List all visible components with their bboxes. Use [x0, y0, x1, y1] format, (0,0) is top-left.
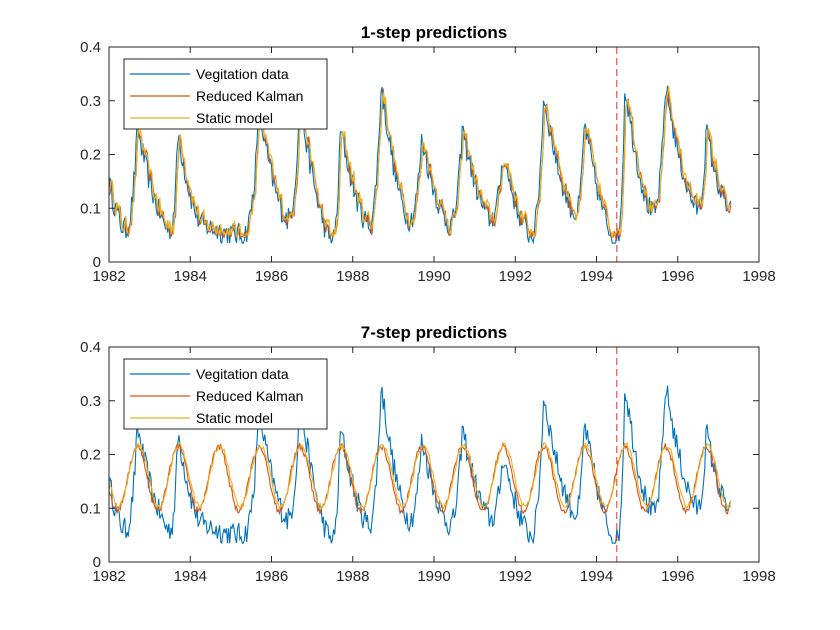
panel-1-x-tick-label: 1998 — [742, 268, 775, 285]
panel-2-title: 7-step predictions — [361, 323, 507, 342]
panel-2-x-tick-label: 1998 — [742, 568, 775, 585]
panel-1-x-tick-label: 1988 — [336, 268, 369, 285]
panel-2-x-tick-label: 1996 — [661, 568, 694, 585]
panel-2-x-tick-label: 1988 — [336, 568, 369, 585]
panel-1-legend: Vegitation data Reduced Kalman Static mo… — [123, 58, 328, 130]
panel-2-legend-label-static: Static model — [196, 410, 273, 426]
panel-2-x-tick-label: 1992 — [499, 568, 532, 585]
panel-1-y-tick-label: 0.4 — [80, 39, 101, 56]
panel-2-x-tick-label: 1982 — [92, 568, 125, 585]
panel-2-y-tick-label: 0.2 — [80, 447, 101, 464]
panel-2-y-tick-label: 0.4 — [80, 339, 101, 356]
panel-2-marks — [108, 347, 732, 562]
panel-2-legend-box — [123, 358, 328, 430]
panel-1-y-tick-label: 0.1 — [80, 200, 101, 217]
panel-2-x-tick-label: 1986 — [255, 568, 288, 585]
panel-1-x-tick-label: 1990 — [417, 268, 450, 285]
panel-2-y-tick-label: 0.3 — [80, 393, 101, 410]
panel-2-legend: Vegitation data Reduced Kalman Static mo… — [123, 358, 328, 430]
panel-1-marks — [108, 47, 732, 262]
panel-1-legend-label-kalman: Reduced Kalman — [196, 88, 303, 104]
panel-2-legend-label-data: Vegitation data — [196, 366, 289, 382]
panel-2-ticks: 1982 1984 1986 1988 1990 1992 1994 1996 1998 0 0.1… — [80, 339, 776, 585]
panel-2-y-tick-label: 0 — [93, 554, 101, 571]
panel-1-y-tick-label: 0.2 — [80, 147, 101, 164]
panel-1: 1-step predictions 1982 1984 1986 1988 1990 1… — [80, 23, 776, 285]
panel-1-x-tick-label: 1992 — [499, 268, 532, 285]
panel-2-legend-label-kalman: Reduced Kalman — [196, 388, 303, 404]
panel-2: 7-step predictions 1982 1984 1986 1988 1990 1… — [80, 323, 776, 585]
panel-1-legend-label-data: Vegitation data — [196, 66, 289, 82]
panel-1-series-vegitation-data — [108, 85, 732, 245]
panel-1-y-tick-label: 0.3 — [80, 93, 101, 110]
panel-1-x-tick-label: 1994 — [580, 268, 613, 285]
panel-1-y-tick-label: 0 — [93, 254, 101, 271]
panel-1-series-static-model — [108, 85, 731, 239]
panel-2-y-tick-label: 0.1 — [80, 500, 101, 517]
panel-1-x-tick-label: 1984 — [174, 268, 207, 285]
panel-1-title: 1-step predictions — [361, 23, 507, 42]
panel-1-legend-box — [123, 58, 328, 130]
panel-2-series-vegitation-data — [108, 385, 732, 545]
panel-1-legend-label-static: Static model — [196, 110, 273, 126]
panel-1-x-tick-label: 1986 — [255, 268, 288, 285]
panel-2-x-tick-label: 1994 — [580, 568, 613, 585]
panel-2-x-tick-label: 1990 — [417, 568, 450, 585]
panel-1-x-tick-label: 1982 — [92, 268, 125, 285]
panel-2-series-static-model — [108, 441, 732, 511]
panel-2-x-tick-label: 1984 — [174, 568, 207, 585]
panel-1-ticks: 1982 1984 1986 1988 1990 1992 1994 1996 1998 0 0.1… — [80, 39, 776, 285]
panel-1-x-tick-label: 1996 — [661, 268, 694, 285]
